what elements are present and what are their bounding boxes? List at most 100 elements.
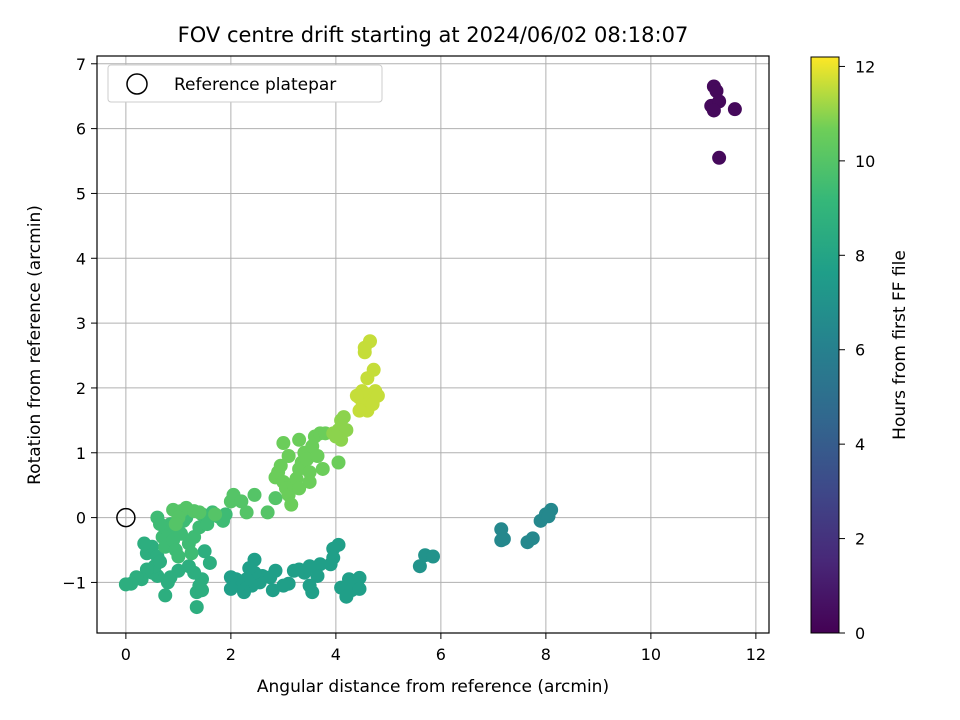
data-point — [284, 497, 299, 512]
data-point — [310, 568, 325, 583]
data-point — [336, 410, 351, 425]
x-tick-label: 8 — [541, 645, 551, 664]
y-tick-label: 1 — [76, 444, 86, 463]
data-point — [192, 505, 207, 520]
data-point — [525, 531, 540, 546]
data-point — [239, 505, 254, 520]
data-point — [200, 517, 215, 532]
data-point — [247, 487, 262, 502]
data-point — [313, 557, 328, 572]
data-point — [197, 544, 212, 559]
colorbar-label: Hours from first FF file — [890, 250, 910, 440]
x-tick-label: 4 — [331, 645, 341, 664]
y-tick-label: 0 — [76, 509, 86, 528]
colorbar-tick-label: 10 — [855, 152, 875, 171]
x-axis-ticks: 0 2 4 6 8 10 12 — [121, 633, 766, 664]
data-point — [366, 362, 381, 377]
y-axis-ticks: −1 0 1 2 3 4 5 6 7 — [62, 55, 97, 592]
data-point — [223, 581, 238, 596]
data-point — [302, 474, 317, 489]
data-point — [189, 600, 204, 615]
legend-box — [107, 64, 383, 103]
colorbar-tick-label: 0 — [855, 624, 865, 643]
data-point — [153, 554, 167, 569]
data-point — [300, 452, 314, 467]
data-point — [273, 458, 288, 473]
data-point — [349, 388, 364, 403]
data-point — [315, 461, 330, 476]
chart-title: FOV centre drift starting at 2024/06/02 … — [178, 23, 689, 47]
data-point — [276, 436, 291, 451]
reference-marker — [116, 507, 136, 528]
data-point — [352, 403, 367, 418]
data-point — [370, 388, 385, 403]
x-tick-label: 2 — [226, 645, 236, 664]
data-point — [276, 578, 291, 593]
data-point — [328, 429, 343, 444]
data-point — [712, 150, 727, 165]
data-point — [223, 570, 238, 585]
data-point — [260, 505, 275, 520]
y-tick-label: −1 — [62, 573, 86, 592]
plot-frame — [96, 55, 770, 634]
data-points — [118, 79, 742, 615]
data-point — [292, 481, 307, 496]
data-point — [153, 517, 167, 532]
grid — [97, 56, 769, 633]
data-point — [496, 531, 511, 546]
data-point — [265, 583, 280, 598]
data-point — [168, 517, 183, 532]
data-point — [352, 570, 367, 585]
data-point — [158, 588, 173, 603]
data-point — [171, 549, 186, 564]
data-point — [137, 536, 152, 551]
data-point — [202, 555, 217, 570]
data-point — [195, 583, 209, 598]
data-point — [208, 507, 223, 522]
colorbar-tick-label: 12 — [855, 57, 875, 76]
data-point — [286, 563, 301, 578]
data-point — [234, 494, 249, 509]
data-point — [412, 559, 427, 574]
data-point — [184, 546, 199, 561]
data-point — [118, 577, 133, 592]
data-point — [339, 589, 354, 604]
x-tick-label: 0 — [121, 645, 131, 664]
colorbar-ticks: 0 2 4 6 8 10 12 — [839, 57, 875, 643]
data-point — [706, 103, 721, 118]
colorbar: 0 2 4 6 8 10 12 Hours from first FF file — [810, 56, 910, 643]
y-tick-label: 7 — [76, 55, 86, 74]
data-point — [268, 491, 283, 506]
x-tick-label: 6 — [436, 645, 446, 664]
colorbar-tick-label: 6 — [855, 341, 865, 360]
data-point — [323, 557, 338, 572]
x-tick-label: 12 — [746, 645, 766, 664]
colorbar-gradient — [810, 56, 840, 634]
data-point — [541, 509, 556, 524]
data-point — [302, 465, 317, 480]
data-point — [352, 581, 367, 596]
data-point — [331, 455, 346, 470]
colorbar-tick-label: 2 — [855, 530, 865, 549]
data-point — [310, 449, 325, 464]
y-tick-label: 5 — [76, 184, 86, 203]
data-point — [160, 575, 175, 590]
legend-entry-label: Reference platepar — [174, 75, 336, 95]
data-point — [727, 102, 742, 117]
y-tick-label: 6 — [76, 120, 86, 139]
legend: Reference platepar — [107, 64, 383, 103]
y-tick-label: 4 — [76, 249, 86, 268]
colorbar-tick-label: 8 — [855, 246, 865, 265]
data-point — [426, 549, 440, 564]
colorbar-tick-label: 4 — [855, 435, 865, 454]
data-point — [363, 334, 377, 349]
legend-marker — [126, 73, 148, 95]
data-point — [242, 561, 257, 576]
x-axis-label: Angular distance from reference (arcmin) — [257, 677, 609, 697]
data-point — [302, 578, 317, 593]
y-tick-label: 2 — [76, 379, 86, 398]
data-point — [281, 449, 296, 464]
data-point — [292, 432, 307, 447]
x-tick-label: 10 — [641, 645, 661, 664]
